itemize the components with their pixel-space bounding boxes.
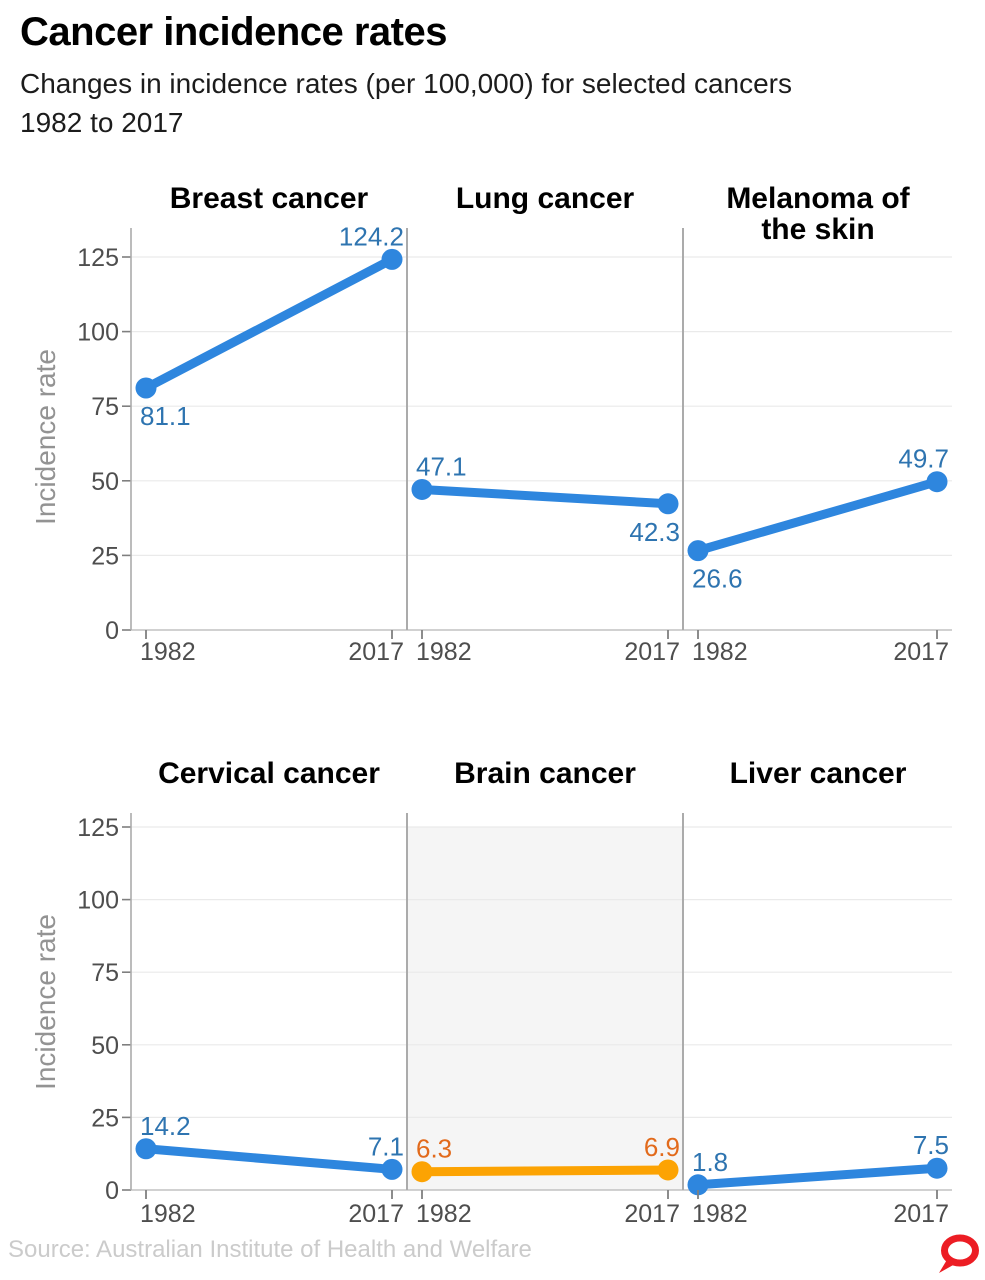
subtitle-line-2: 1982 to 2017 bbox=[20, 107, 184, 138]
panel-title-brain-cancer: Brain cancer bbox=[454, 757, 636, 790]
brain-cancer-trend-line bbox=[417, 1165, 673, 1177]
melanoma-of-the-skin-x-tick-label-1982: 1982 bbox=[692, 638, 748, 666]
panel-lung-cancer: 47.1 42.3 1982 2017 bbox=[411, 451, 680, 666]
breast-cancer-x-tick-label-2017: 2017 bbox=[348, 638, 404, 666]
brain-cancer-value-label-2017: 6.9 bbox=[644, 1132, 680, 1162]
panel-title-melanoma-of-the-skin: Melanoma of the skin bbox=[726, 182, 910, 246]
lung-cancer-x-tick-label-1982: 1982 bbox=[416, 638, 472, 666]
lung-cancer-point-1982 bbox=[411, 478, 433, 500]
y-tick-label-100: 100 bbox=[77, 887, 119, 915]
liver-cancer-x-tick-label-1982: 1982 bbox=[692, 1200, 748, 1228]
brain-cancer-x-tick-label-2017: 2017 bbox=[624, 1200, 680, 1228]
logo-bubble-tail bbox=[939, 1258, 955, 1273]
panel-cervical-cancer: 14.2 7.1 1982 2017 bbox=[135, 1111, 404, 1228]
cervical-cancer-point-1982 bbox=[135, 1138, 157, 1160]
breast-cancer-value-label-1982: 81.1 bbox=[140, 401, 191, 431]
breast-cancer-point-1982 bbox=[135, 377, 157, 399]
chart-row-1: 0 25 50 75 100 125 Incidence rate 81.1 124.2 1982… bbox=[30, 221, 952, 666]
logo-bubble bbox=[941, 1234, 979, 1267]
page-subtitle: Changes in incidence rates (per 100,000)… bbox=[20, 64, 792, 142]
y-tick-label-50: 50 bbox=[91, 1032, 119, 1060]
y-tick-label-0: 0 bbox=[105, 617, 119, 645]
cervical-cancer-value-label-1982: 14.2 bbox=[140, 1111, 191, 1141]
y-tick-label-100: 100 bbox=[77, 319, 119, 347]
panel-title-cervical-cancer: Cervical cancer bbox=[158, 757, 380, 790]
lung-cancer-point-2017 bbox=[657, 493, 679, 515]
highlight-background-brain-cancer bbox=[407, 827, 683, 1190]
cervical-cancer-point-2017 bbox=[381, 1158, 403, 1180]
liver-cancer-point-2017 bbox=[926, 1157, 948, 1179]
y-tick-label-0: 0 bbox=[105, 1177, 119, 1205]
brain-cancer-point-1982 bbox=[411, 1161, 433, 1183]
y-tick-label-75: 75 bbox=[91, 959, 119, 987]
subtitle-line-1: Changes in incidence rates (per 100,000)… bbox=[20, 68, 792, 99]
melanoma-of-the-skin-point-1982 bbox=[687, 540, 709, 562]
y-tick-label-25: 25 bbox=[91, 542, 119, 570]
panel-title-breast-cancer: Breast cancer bbox=[169, 182, 369, 215]
breast-cancer-value-label-2017: 124.2 bbox=[339, 221, 404, 251]
y-tick-label-125: 125 bbox=[77, 814, 119, 842]
panel-breast-cancer: 81.1 124.2 1982 2017 bbox=[135, 221, 404, 666]
lung-cancer-value-label-2017: 42.3 bbox=[629, 517, 680, 547]
brain-cancer-point-2017 bbox=[657, 1159, 679, 1181]
liver-cancer-x-tick-label-2017: 2017 bbox=[893, 1200, 949, 1228]
brain-cancer-value-label-1982: 6.3 bbox=[416, 1134, 452, 1164]
chart-row-2: 0 25 50 75 100 125 Incidence rate 14.2 7.1 1982 20… bbox=[30, 813, 952, 1228]
source-note: Source: Australian Institute of Health a… bbox=[8, 1236, 532, 1263]
breast-cancer-point-2017 bbox=[381, 248, 403, 270]
melanoma-of-the-skin-point-2017 bbox=[926, 471, 948, 493]
lung-cancer-trend-line bbox=[417, 484, 673, 509]
panel-brain-cancer: 6.3 6.9 1982 2017 bbox=[411, 1132, 680, 1228]
lung-cancer-value-label-1982: 47.1 bbox=[416, 451, 467, 481]
lung-cancer-x-tick-label-2017: 2017 bbox=[624, 638, 680, 666]
liver-cancer-value-label-2017: 7.5 bbox=[913, 1130, 949, 1160]
panel-melanoma-of-the-skin: 26.6 49.7 1982 2017 bbox=[687, 444, 949, 666]
the-conversation-logo bbox=[939, 1234, 979, 1273]
cervical-cancer-x-tick-label-1982: 1982 bbox=[140, 1200, 196, 1228]
liver-cancer-point-1982 bbox=[687, 1174, 709, 1196]
y-axis-title: Incidence rate bbox=[30, 914, 61, 1090]
page-title: Cancer incidence rates bbox=[20, 10, 448, 54]
cervical-cancer-trend-line bbox=[141, 1144, 397, 1174]
panel-title-lung-cancer: Lung cancer bbox=[455, 182, 635, 215]
y-tick-label-75: 75 bbox=[91, 393, 119, 421]
melanoma-of-the-skin-value-label-2017: 49.7 bbox=[898, 444, 949, 474]
y-tick-label-50: 50 bbox=[91, 468, 119, 496]
melanoma-of-the-skin-trend-line bbox=[693, 477, 942, 556]
liver-cancer-value-label-1982: 1.8 bbox=[692, 1147, 728, 1177]
melanoma-of-the-skin-value-label-1982: 26.6 bbox=[692, 564, 743, 594]
breast-cancer-x-tick-label-1982: 1982 bbox=[140, 638, 196, 666]
brain-cancer-x-tick-label-1982: 1982 bbox=[416, 1200, 472, 1228]
y-axis-title: Incidence rate bbox=[30, 349, 61, 525]
breast-cancer-trend-line bbox=[141, 254, 397, 393]
cervical-cancer-value-label-2017: 7.1 bbox=[368, 1131, 404, 1161]
y-tick-label-25: 25 bbox=[91, 1104, 119, 1132]
panel-title-liver-cancer: Liver cancer bbox=[729, 757, 907, 790]
melanoma-of-the-skin-x-tick-label-2017: 2017 bbox=[893, 638, 949, 666]
cervical-cancer-x-tick-label-2017: 2017 bbox=[348, 1200, 404, 1228]
panel-liver-cancer: 1.8 7.5 1982 2017 bbox=[687, 1130, 949, 1228]
liver-cancer-trend-line bbox=[693, 1163, 942, 1190]
y-tick-label-125: 125 bbox=[77, 244, 119, 272]
